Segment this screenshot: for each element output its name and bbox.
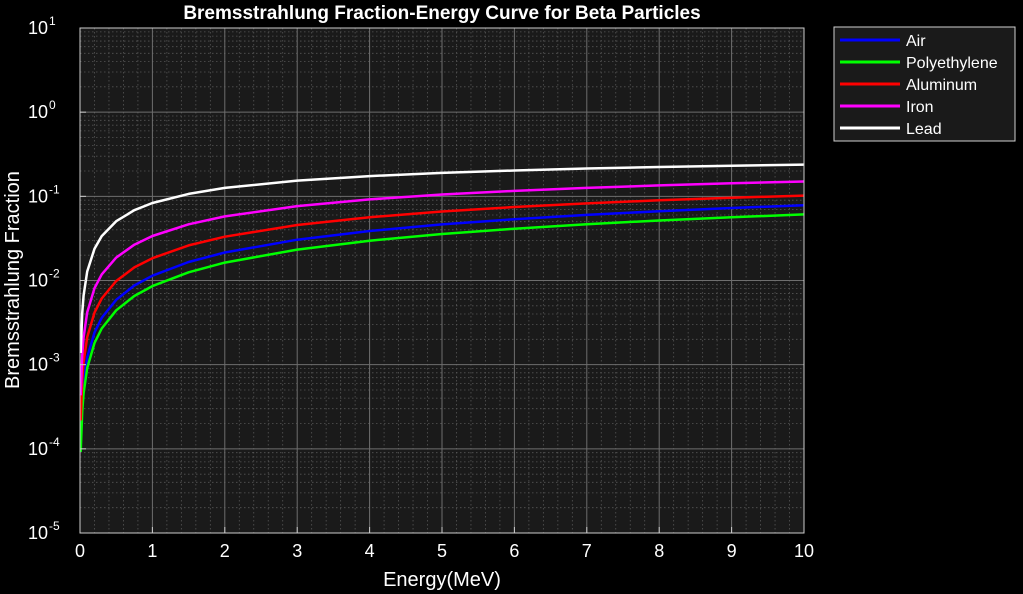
y-tick-exponent: -2 [49,267,60,281]
legend-label-polyethylene: Polyethylene [906,55,998,72]
x-tick-label: 4 [365,541,375,561]
y-tick-exponent: -4 [49,435,60,449]
y-tick-label: 10 [28,186,48,206]
y-tick-label: 10 [28,439,48,459]
series-line-air [79,203,805,440]
series-line-polyethylene [79,213,805,452]
legend-label-aluminum: Aluminum [906,77,977,94]
y-tick-label: 10 [28,355,48,375]
x-axis-ticks: 0 1 2 3 4 5 6 7 8 9 10 [75,527,814,561]
y-tick-label: 10 [28,271,48,291]
y-tick-exponent: -1 [49,182,60,196]
series-lines [79,163,805,452]
x-tick-label: 2 [220,541,230,561]
y-tick-label: 10 [28,102,48,122]
y-tick-exponent: 1 [49,14,56,28]
series-line-iron [79,180,805,396]
x-tick-label: 9 [727,541,737,561]
legend-label-air: Air [906,33,926,50]
x-tick-label: 6 [509,541,519,561]
y-axis-title: Bremsstrahlung Fraction [2,171,24,389]
x-tick-label: 1 [147,541,157,561]
series-line-lead [79,163,805,353]
y-tick-label: 10 [28,18,48,38]
x-tick-label: 8 [654,541,664,561]
x-tick-label: 10 [794,541,814,561]
y-tick-exponent: -5 [49,519,60,533]
series-line-aluminum [79,194,805,421]
y-tick-label: 10 [28,523,48,543]
legend-label-iron: Iron [906,99,934,116]
x-tick-label: 3 [292,541,302,561]
x-tick-label: 0 [75,541,85,561]
y-tick-exponent: -3 [49,351,60,365]
legend-label-lead: Lead [906,121,942,138]
chart-title: Bremsstrahlung Fraction-Energy Curve for… [183,3,700,24]
x-axis-title: Energy(MeV) [383,569,501,591]
legend: Air Polyethylene Aluminum Iron Lead [833,26,1016,142]
x-tick-label: 5 [437,541,447,561]
y-tick-exponent: 0 [49,98,56,112]
x-tick-label: 7 [582,541,592,561]
